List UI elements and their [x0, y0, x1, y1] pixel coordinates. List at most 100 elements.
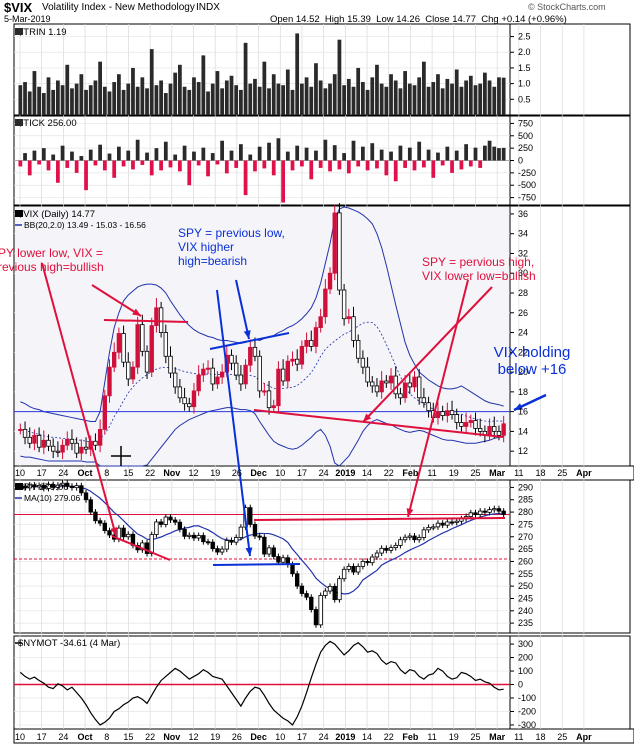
- x-tick-label: 17: [37, 732, 47, 742]
- tick-bar: [206, 160, 210, 177]
- tick-bar: [431, 160, 436, 178]
- arrow-spy-previous-low: [216, 289, 251, 557]
- spy-candle: [304, 593, 309, 598]
- trin-bar: [468, 75, 473, 115]
- vix-candle: [201, 368, 206, 376]
- vix-candle: [135, 324, 140, 368]
- vix-legend: $VIX (Daily) 14.77: [18, 209, 95, 220]
- y-tick-label: 2.0: [518, 47, 531, 57]
- tick-bar: [18, 160, 23, 167]
- x-tick-label: Feb: [402, 732, 419, 742]
- tick-bar: [497, 148, 501, 161]
- tick-bar: [318, 160, 323, 168]
- y-tick-label: 245: [518, 593, 533, 603]
- trin-bar: [454, 69, 459, 115]
- spy-candle: [210, 541, 215, 550]
- trin-bar: [107, 91, 112, 115]
- y-tick-label: 22: [518, 347, 528, 357]
- vix-candle: [116, 333, 122, 353]
- vix-candle: [426, 402, 431, 412]
- x-tick-label: 22: [145, 468, 155, 478]
- x-tick-label: 22: [145, 732, 155, 742]
- tick-bar: [478, 160, 483, 168]
- tick-bar: [248, 154, 253, 161]
- tick-bar: [149, 160, 154, 176]
- tick-bar: [262, 160, 267, 169]
- tick-bar: [501, 147, 506, 161]
- x-tick-label: Mar: [489, 468, 506, 478]
- spy-candle: [346, 565, 351, 570]
- vix-candle: [55, 450, 61, 453]
- trin-bar: [459, 86, 464, 115]
- spy-candle: [295, 573, 300, 587]
- trin-bar: [206, 91, 210, 115]
- tick-bar: [445, 146, 450, 161]
- tick-bar: [56, 160, 60, 183]
- trin-legend: $TRIN 1.19: [18, 27, 67, 38]
- trin-bar: [224, 80, 229, 115]
- header-bar: $VIX Volatility Index - New Methodology …: [0, 0, 634, 28]
- trin-bar: [65, 64, 70, 115]
- vix-candle: [205, 367, 211, 370]
- x-tick-label: 15: [123, 468, 133, 478]
- spy-candle: [238, 526, 244, 538]
- trin-bar: [178, 64, 182, 115]
- trin-bar: [88, 85, 93, 115]
- y-tick-label: 1.0: [518, 79, 531, 89]
- spy-candle: [299, 585, 305, 594]
- spy-candle: [435, 522, 441, 528]
- x-tick-label: Dec: [250, 468, 267, 478]
- spy-candle: [266, 547, 272, 555]
- vix-candle: [154, 307, 159, 327]
- tick-bar: [323, 139, 328, 161]
- y-tick-label: 26: [518, 308, 528, 318]
- y-tick-label: 100: [518, 666, 533, 676]
- bb-legend: BB(20,2.0) 13.49 - 15.03 - 16.56: [24, 220, 146, 230]
- y-tick-label: 0: [518, 680, 523, 690]
- tick-bar: [126, 150, 131, 161]
- spy-candle: [360, 561, 366, 567]
- tick-bar: [168, 160, 173, 168]
- x-tick-label: 2019: [335, 468, 355, 478]
- y-tick-label: 265: [518, 544, 533, 554]
- trin-bar: [281, 85, 285, 115]
- x-tick-label: 11: [514, 468, 523, 478]
- nymot-legend: $NYMOT -34.61 (4 Mar): [18, 638, 120, 649]
- y-tick-label: -200: [518, 706, 536, 716]
- spy-candle: [182, 528, 187, 537]
- vix-candle: [421, 397, 427, 404]
- tick-bar: [487, 140, 492, 161]
- tick-bar: [337, 160, 342, 170]
- annotation-text: VIX lower low=bullish: [422, 269, 536, 283]
- vix-candle: [360, 357, 366, 368]
- x-tick-label: 18: [536, 732, 546, 742]
- tick-bar: [121, 160, 126, 167]
- x-tick-label: 22: [384, 468, 394, 478]
- x-tick-label: 10: [275, 732, 285, 742]
- vix-candle: [445, 410, 450, 416]
- legend-swatch-tick: [15, 119, 23, 126]
- tick-bar: [365, 160, 370, 171]
- trin-bar: [253, 78, 257, 115]
- tick-bar: [290, 160, 295, 171]
- spy-candle: [107, 530, 112, 536]
- vix-candle: [27, 436, 32, 444]
- trin-bar: [426, 86, 431, 115]
- vix-candle: [280, 368, 286, 382]
- spy-candle: [32, 484, 37, 488]
- spy-candle: [426, 526, 431, 531]
- vix-candle: [309, 340, 314, 347]
- x-tick-label: 24: [58, 468, 68, 478]
- spy-candle: [473, 512, 478, 515]
- y-tick-label: 275: [518, 519, 533, 529]
- trin-bar: [23, 82, 27, 115]
- tick-bar: [60, 145, 65, 161]
- tick-bar: [107, 153, 112, 161]
- symbol-title: $VIX: [4, 0, 33, 15]
- tick-bar: [271, 160, 276, 176]
- vix-candle: [440, 411, 445, 416]
- spy-candle: [356, 565, 361, 573]
- y-tick-label: 14: [518, 426, 528, 436]
- y-tick-label: 34: [518, 229, 528, 239]
- spy-prior-high-line: [253, 517, 506, 521]
